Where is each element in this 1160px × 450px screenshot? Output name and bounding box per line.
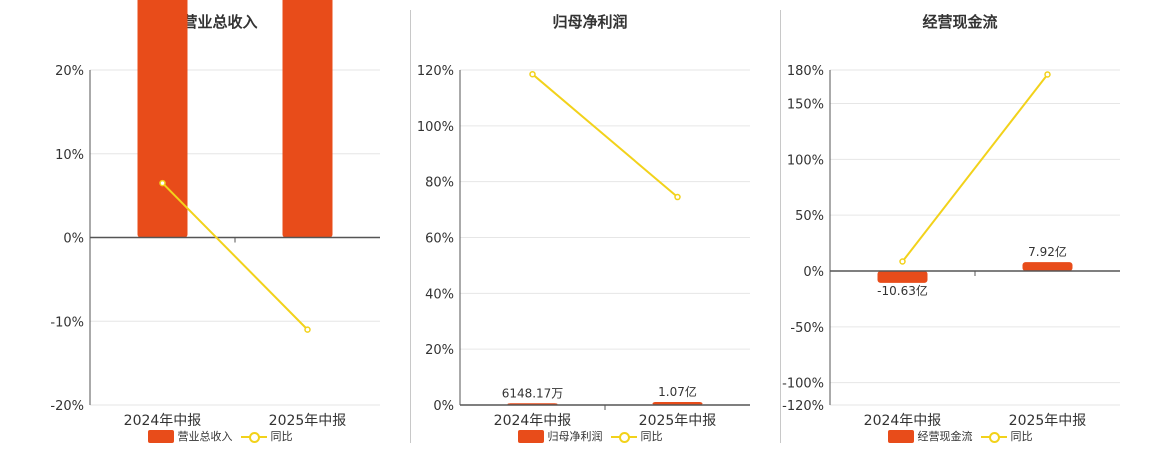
legend-item-line[interactable]: 同比 xyxy=(610,428,663,444)
chart-legend: 归母净利润 同比 xyxy=(410,428,770,444)
legend-label: 同比 xyxy=(270,430,293,443)
bar xyxy=(1022,262,1073,271)
legend-item-bar[interactable]: 营业总收入 xyxy=(147,428,233,444)
yoy-point xyxy=(674,193,681,201)
bar-value-label: 6148.17万 xyxy=(502,386,564,400)
chart-svg: 120% 100% 80% 60% 40% 20% 0% 6148.17万 1.07亿 2024年… xyxy=(417,64,750,429)
y-tick-label: 20% xyxy=(55,64,84,79)
y-tick-label: 100% xyxy=(787,153,824,168)
chart-panel-cash-flow: 经营现金流 180% 150% 100% 50% 0% -50% -100% -120% -10… xyxy=(780,0,1140,450)
legend-item-line[interactable]: 同比 xyxy=(240,428,293,444)
bar-value-label: 7.92亿 xyxy=(1028,244,1067,259)
y-tick-label: 50% xyxy=(795,209,824,224)
yoy-point xyxy=(899,258,906,265)
bar xyxy=(137,0,188,238)
y-tick-label: 0% xyxy=(803,265,824,280)
y-tick-label: 180% xyxy=(787,64,824,79)
yoy-point xyxy=(529,70,536,78)
legend-bar-swatch xyxy=(147,429,174,443)
y-tick-label: -100% xyxy=(782,377,824,392)
chart-legend: 经营现金流 同比 xyxy=(780,428,1140,444)
bar xyxy=(282,0,333,238)
panel-divider xyxy=(780,10,781,443)
chart-svg: 180% 150% 100% 50% 0% -50% -100% -120% -10.63亿 7.… xyxy=(782,64,1120,429)
bar-value-label: 1.07亿 xyxy=(658,384,697,399)
y-tick-label: 10% xyxy=(55,148,84,163)
legend-line-swatch xyxy=(610,430,637,443)
legend-line-swatch xyxy=(980,430,1007,443)
yoy-point xyxy=(1044,71,1051,78)
x-tick-label: 2025年中报 xyxy=(639,413,717,429)
chart-legend: 营业总收入 同比 xyxy=(40,428,400,444)
chart-panel-revenue: 营业总收入 20%10%0%-10%-20%99.11亿88.12亿2024年中… xyxy=(40,0,400,450)
legend-bar-swatch xyxy=(517,429,544,443)
chart-title: 营业总收入 xyxy=(182,13,258,31)
x-tick-label: 2025年中报 xyxy=(269,413,347,429)
legend-label: 同比 xyxy=(1010,430,1033,443)
y-tick-label: 20% xyxy=(425,343,454,358)
y-tick-label: -50% xyxy=(790,321,824,336)
y-tick-label: 0% xyxy=(63,232,84,247)
legend-item-bar[interactable]: 归母净利润 xyxy=(517,428,603,444)
x-tick-label: 2024年中报 xyxy=(864,413,942,429)
y-tick-label: -20% xyxy=(50,399,84,414)
yoy-point xyxy=(159,179,166,187)
bar xyxy=(877,271,928,283)
x-tick-label: 2025年中报 xyxy=(1009,413,1087,429)
panel-divider xyxy=(410,10,411,443)
y-tick-label: -10% xyxy=(50,315,84,330)
yoy-line xyxy=(161,182,309,331)
x-tick-label: 2024年中报 xyxy=(124,413,202,429)
chart-title: 经营现金流 xyxy=(922,13,998,31)
yoy-line xyxy=(901,73,1049,263)
legend-label: 归母净利润 xyxy=(547,430,603,443)
y-tick-label: 120% xyxy=(417,64,454,79)
chart-svg: 20%10%0%-10%-20%99.11亿88.12亿2024年中报2025年… xyxy=(50,0,380,429)
legend-line-swatch xyxy=(240,430,267,443)
x-tick-label: 2024年中报 xyxy=(494,413,572,429)
y-tick-label: 0% xyxy=(433,399,454,414)
y-tick-label: -120% xyxy=(782,399,824,414)
bar-value-label: -10.63亿 xyxy=(877,283,928,298)
legend-label: 营业总收入 xyxy=(177,430,233,443)
legend-label: 经营现金流 xyxy=(917,430,973,443)
y-tick-label: 60% xyxy=(425,232,454,247)
y-tick-label: 100% xyxy=(417,120,454,135)
y-tick-label: 80% xyxy=(425,176,454,191)
chart-title: 归母净利润 xyxy=(552,13,628,31)
y-tick-label: 40% xyxy=(425,287,454,302)
yoy-line xyxy=(531,73,679,198)
yoy-point xyxy=(304,326,311,333)
legend-label: 同比 xyxy=(640,430,663,443)
legend-item-bar[interactable]: 经营现金流 xyxy=(887,428,973,444)
legend-bar-swatch xyxy=(887,429,914,443)
legend-item-line[interactable]: 同比 xyxy=(980,428,1033,444)
y-tick-label: 150% xyxy=(787,98,824,113)
chart-panel-net-profit: 归母净利润 120% 100% 80% 60% 40% 20% 0% 6148.17万 1.07… xyxy=(410,0,770,450)
